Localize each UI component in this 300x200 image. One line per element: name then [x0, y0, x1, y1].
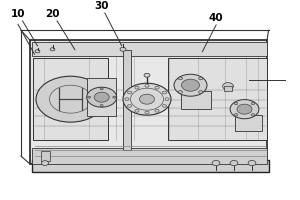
Text: 20: 20: [45, 9, 60, 19]
Bar: [181, 91, 211, 109]
Bar: [30, 40, 267, 164]
Circle shape: [230, 100, 259, 119]
Text: 10: 10: [11, 9, 25, 19]
Circle shape: [41, 161, 49, 165]
Circle shape: [199, 91, 203, 93]
Circle shape: [162, 91, 167, 94]
Circle shape: [128, 91, 132, 94]
Bar: [32, 160, 268, 172]
Circle shape: [230, 160, 238, 166]
Bar: [33, 58, 108, 140]
Bar: [235, 115, 262, 131]
Bar: [123, 50, 130, 150]
Circle shape: [248, 160, 256, 166]
Bar: [32, 42, 267, 56]
Circle shape: [182, 79, 200, 91]
Bar: [224, 86, 232, 91]
Circle shape: [100, 88, 103, 90]
Circle shape: [234, 102, 238, 105]
Circle shape: [123, 83, 171, 115]
Text: 40: 40: [209, 13, 223, 23]
Circle shape: [178, 77, 182, 80]
Circle shape: [145, 84, 149, 87]
Circle shape: [128, 104, 132, 107]
Circle shape: [87, 87, 117, 107]
Bar: [168, 58, 267, 140]
Bar: [40, 151, 50, 161]
Circle shape: [212, 160, 220, 166]
Circle shape: [125, 98, 129, 101]
Circle shape: [251, 114, 255, 116]
Circle shape: [36, 76, 105, 122]
Circle shape: [113, 96, 116, 98]
Circle shape: [174, 74, 207, 96]
Circle shape: [234, 114, 238, 116]
Circle shape: [135, 109, 139, 112]
Circle shape: [35, 50, 40, 53]
Circle shape: [237, 104, 252, 114]
Circle shape: [155, 109, 159, 112]
Circle shape: [155, 86, 159, 89]
Bar: [32, 148, 267, 164]
Circle shape: [144, 73, 150, 77]
Circle shape: [178, 91, 182, 93]
Bar: [87, 78, 116, 116]
Circle shape: [100, 105, 103, 107]
Circle shape: [223, 83, 233, 90]
Circle shape: [251, 102, 255, 105]
Circle shape: [145, 111, 149, 114]
Circle shape: [120, 47, 126, 51]
Circle shape: [199, 77, 203, 80]
Circle shape: [140, 94, 154, 104]
Circle shape: [162, 104, 167, 107]
Circle shape: [88, 96, 91, 98]
Circle shape: [135, 86, 139, 89]
Circle shape: [94, 92, 109, 102]
Circle shape: [50, 48, 55, 51]
Circle shape: [165, 98, 169, 101]
Text: 30: 30: [95, 1, 109, 11]
